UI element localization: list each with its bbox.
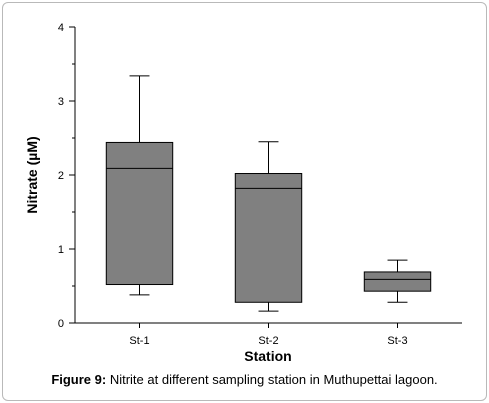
x-tick-label: St-2 <box>258 335 278 347</box>
x-tick-label: St-3 <box>387 335 407 347</box>
x-ticks: St-1 St-2 St-3 <box>129 323 408 347</box>
boxes <box>105 75 432 312</box>
box-st-3 <box>363 259 432 303</box>
figure-caption: Figure 9: Nitrite at different sampling … <box>0 372 489 387</box>
box-st-2 <box>234 141 303 312</box>
iqr-box <box>363 271 432 292</box>
x-axis-label: Station <box>244 348 291 364</box>
figure-caption-label: Figure 9: <box>51 372 107 387</box>
box-st-1 <box>105 75 174 296</box>
y-tick-label: 2 <box>58 170 64 182</box>
y-axis-label: Nitrate (µM) <box>24 136 40 213</box>
y-tick-label: 1 <box>58 244 64 256</box>
y-ticks: 0 1 2 3 4 <box>58 22 75 330</box>
y-tick-label: 4 <box>58 22 64 34</box>
iqr-box <box>234 173 303 303</box>
x-tick-label: St-1 <box>129 335 149 347</box>
y-tick-label: 3 <box>58 96 64 108</box>
y-tick-label: 0 <box>58 318 64 330</box>
figure-caption-text: Nitrite at different sampling station in… <box>106 372 438 387</box>
iqr-box <box>105 141 174 286</box>
